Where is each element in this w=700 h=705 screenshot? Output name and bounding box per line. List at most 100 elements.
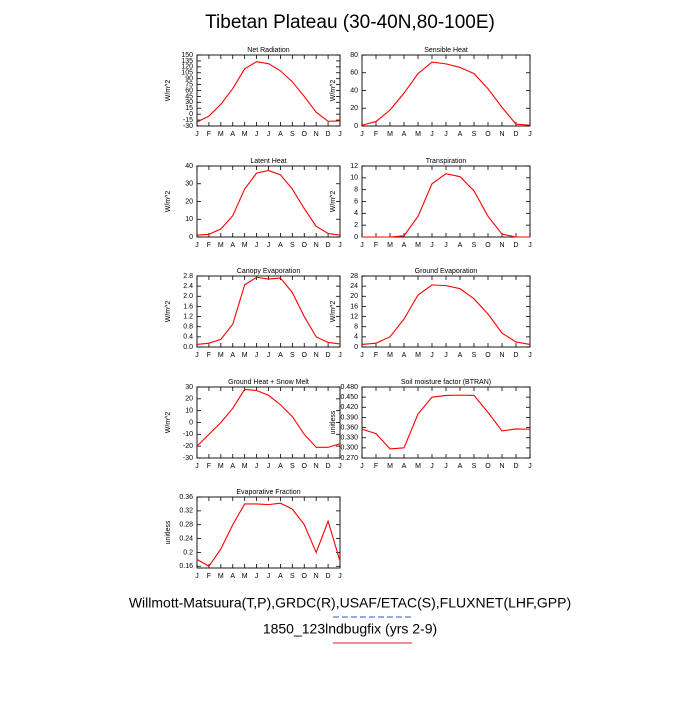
x-tick-label: J — [360, 352, 364, 359]
x-tick-label: J — [360, 463, 364, 470]
plot-frame — [361, 54, 531, 127]
panel-title: Evaporative Fraction — [236, 489, 300, 496]
x-tick-label: J — [255, 573, 259, 580]
y-tick-label: 2 — [354, 222, 358, 229]
x-tick-label: M — [387, 463, 393, 470]
x-tick-label: A — [278, 242, 283, 249]
x-tick-label: F — [207, 463, 211, 470]
x-tick-label: F — [374, 242, 378, 249]
data-line — [361, 61, 531, 126]
y-tick-label: 12 — [350, 313, 358, 320]
x-tick-label: F — [207, 352, 211, 359]
x-tick-label: A — [278, 463, 283, 470]
y-tick-label: 0.390 — [340, 414, 358, 421]
x-tick-label: D — [326, 352, 331, 359]
panel-title: Net Radiation — [247, 47, 290, 54]
x-tick-label: S — [290, 352, 295, 359]
x-tick-label: M — [415, 352, 421, 359]
x-tick-label: J — [528, 352, 532, 359]
y-tick-label: 60 — [185, 87, 193, 94]
y-tick-label: 20 — [185, 198, 193, 205]
y-tick-label: 16 — [350, 303, 358, 310]
x-tick-label: O — [302, 463, 308, 470]
y-tick-label: 4 — [354, 334, 358, 341]
footer-text: 1850_123lndbugfix (yrs 2-9) — [263, 621, 437, 637]
y-tick-label: 0.8 — [183, 324, 193, 331]
x-tick-label: F — [207, 573, 211, 580]
x-tick-label: M — [387, 131, 393, 138]
x-tick-label: J — [430, 242, 434, 249]
y-tick-label: 12 — [350, 163, 358, 170]
y-tick-label: 20 — [350, 293, 358, 300]
x-tick-label: A — [230, 463, 235, 470]
x-tick-label: O — [485, 242, 491, 249]
x-tick-label: O — [302, 131, 308, 138]
panel-title: Ground Evaporation — [415, 268, 478, 275]
x-tick-label: S — [290, 131, 295, 138]
plot-frame — [196, 275, 341, 348]
y-tick-label: 0.4 — [183, 334, 193, 341]
x-tick-label: J — [267, 242, 271, 249]
x-tick-label: J — [444, 131, 448, 138]
x-tick-label: M — [415, 463, 421, 470]
y-axis-label: W/m^2 — [165, 412, 172, 434]
x-tick-label: A — [402, 242, 407, 249]
plot-frame — [196, 54, 341, 127]
y-tick-label: 0.28 — [179, 522, 193, 529]
y-axis-label: W/m^2 — [165, 80, 172, 102]
x-tick-label: M — [218, 573, 224, 580]
x-tick-label: J — [195, 352, 199, 359]
y-tick-label: 60 — [350, 70, 358, 77]
y-tick-label: 8 — [354, 324, 358, 331]
data-line — [196, 61, 341, 123]
x-tick-label: S — [472, 242, 477, 249]
x-tick-label: M — [218, 242, 224, 249]
x-tick-label: J — [255, 131, 259, 138]
x-tick-label: O — [485, 352, 491, 359]
x-tick-label: N — [499, 131, 504, 138]
x-tick-label: J — [267, 131, 271, 138]
y-tick-label: 30 — [185, 181, 193, 188]
panel-title: Latent Heat — [250, 158, 286, 165]
y-tick-label: 45 — [185, 93, 193, 100]
y-axis-label: W/m^2 — [330, 80, 337, 102]
x-tick-label: N — [314, 573, 319, 580]
x-tick-label: A — [458, 463, 463, 470]
x-tick-label: F — [374, 352, 378, 359]
y-tick-label: 0 — [189, 419, 193, 426]
x-tick-label: J — [267, 352, 271, 359]
x-tick-label: J — [255, 242, 259, 249]
x-tick-label: S — [472, 352, 477, 359]
y-tick-label: 0.270 — [340, 455, 358, 462]
y-tick-label: -20 — [183, 443, 193, 450]
y-tick-label: 0.420 — [340, 404, 358, 411]
x-tick-label: J — [338, 242, 342, 249]
x-tick-label: S — [472, 463, 477, 470]
y-tick-label: 0 — [354, 344, 358, 351]
y-tick-label: 0 — [354, 234, 358, 241]
y-tick-label: 15 — [185, 105, 193, 112]
x-tick-label: A — [458, 131, 463, 138]
x-tick-label: D — [326, 242, 331, 249]
x-tick-label: A — [278, 573, 283, 580]
x-tick-label: D — [326, 573, 331, 580]
y-tick-label: -30 — [183, 455, 193, 462]
x-tick-label: J — [430, 352, 434, 359]
x-tick-label: D — [513, 131, 518, 138]
x-tick-label: M — [415, 242, 421, 249]
figure-title: Tibetan Plateau (30-40N,80-100E) — [205, 12, 495, 33]
y-tick-label: 120 — [181, 64, 193, 71]
y-tick-label: 8 — [354, 187, 358, 194]
footer-text: Willmott-Matsuura(T,P),GRDC(R),USAF/ETAC… — [129, 595, 571, 611]
x-tick-label: N — [314, 463, 319, 470]
y-tick-label: 1.6 — [183, 303, 193, 310]
y-tick-label: 6 — [354, 198, 358, 205]
x-tick-label: F — [207, 242, 211, 249]
x-tick-label: N — [314, 131, 319, 138]
data-line — [196, 502, 341, 567]
x-tick-label: J — [528, 242, 532, 249]
y-tick-label: 10 — [185, 216, 193, 223]
y-tick-label: 0.16 — [179, 563, 193, 570]
x-tick-label: F — [207, 131, 211, 138]
